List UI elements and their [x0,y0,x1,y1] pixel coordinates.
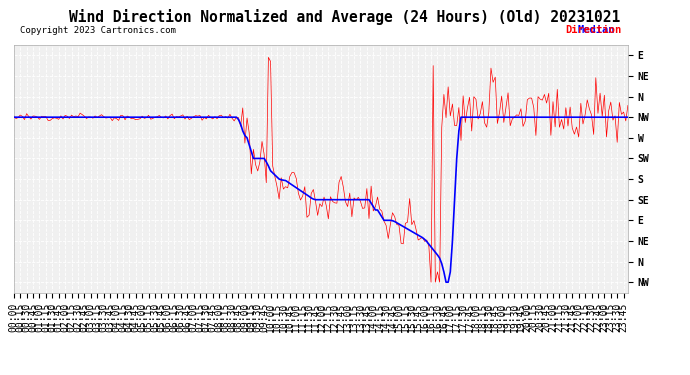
Direction [555,125,564,129]
Median [442,280,450,285]
Direction [575,135,583,139]
Median [10,115,18,120]
Median [320,198,328,202]
Median [63,115,72,120]
Text: Wind Direction Normalized and Average (24 Hours) (Old) 20231021: Wind Direction Normalized and Average (2… [70,9,620,26]
Direction [10,113,18,118]
Text: Median: Median [578,25,615,35]
Median [527,115,535,120]
Line: Direction: Direction [14,57,628,282]
Direction [63,114,72,118]
Median [538,115,546,120]
Text: Copyright 2023 Cartronics.com: Copyright 2023 Cartronics.com [20,26,176,35]
Direction [540,92,549,97]
Median [624,115,632,120]
Direction [322,203,331,208]
Direction [427,280,435,285]
Direction [624,103,632,108]
Direction [530,105,538,110]
Direction [264,55,273,60]
Median [573,115,581,120]
Median [553,115,562,120]
Text: Direction: Direction [566,25,622,35]
Line: Median: Median [14,117,628,282]
